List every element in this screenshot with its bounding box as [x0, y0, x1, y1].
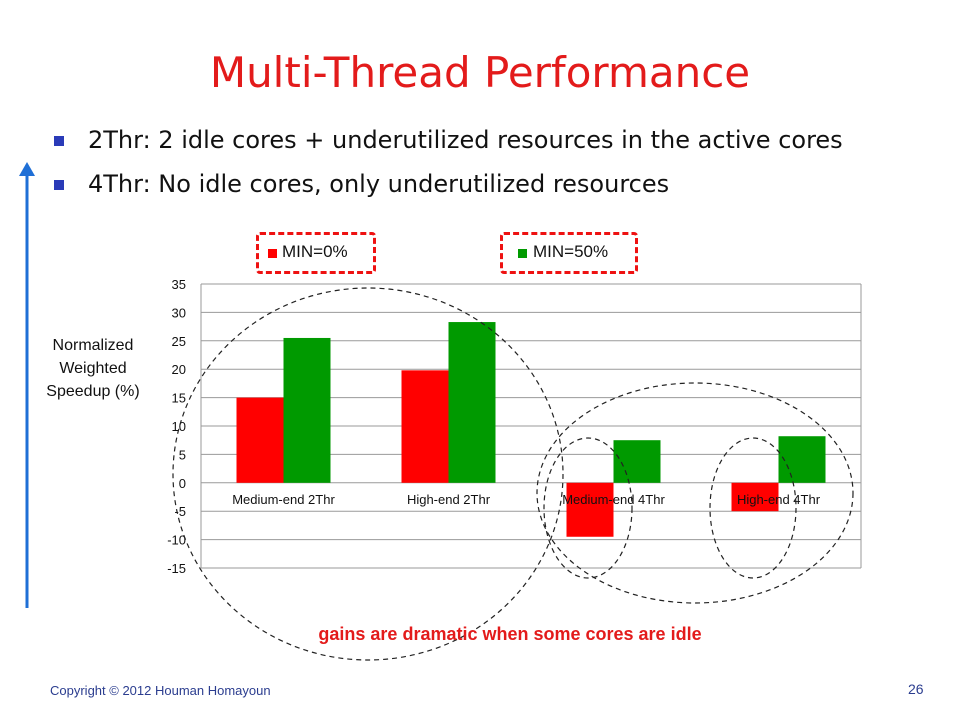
bar	[613, 440, 661, 483]
annotation-text: gains are dramatic when some cores are i…	[318, 624, 702, 644]
y-tick-label: 25	[172, 334, 186, 349]
x-tick-label: Medium-end 4Thr	[562, 492, 665, 507]
bar	[283, 337, 331, 483]
y-tick-label: -15	[167, 561, 186, 576]
y-tick-label: 0	[179, 476, 186, 491]
x-tick-label: High-end 2Thr	[407, 492, 491, 507]
y-tick-label: -10	[167, 533, 186, 548]
slide-title: Multi-Thread Performance	[209, 48, 751, 97]
y-axis-label-line: Speedup (%)	[46, 383, 140, 400]
highlight-ellipse-4thr	[536, 382, 854, 604]
y-tick-label: -5	[174, 504, 186, 519]
bullet-item: 2Thr: 2 idle cores + underutilized resou…	[50, 122, 843, 166]
y-tick-label: 15	[172, 391, 186, 406]
bullet-text: 4Thr: No idle cores, only underutilized …	[88, 170, 670, 198]
highlight-ellipses	[172, 287, 854, 661]
bar	[731, 482, 779, 512]
y-tick-label: 35	[172, 277, 186, 292]
legend-item-min50: MIN=50%	[500, 232, 638, 274]
legend-label: MIN=0%	[282, 242, 348, 261]
tick-labels: 35 30 25 20 15 10 5 0 -5 -10 -15 Medium-end 2Thr Hig…	[167, 277, 821, 576]
x-tick-label: High-end 4Thr	[737, 492, 821, 507]
highlight-circle-medium-4thr	[543, 437, 633, 579]
y-tick-label: 5	[179, 447, 186, 462]
legend-swatch-red	[268, 249, 277, 258]
legend-label: MIN=50%	[533, 242, 609, 261]
square-bullet-icon	[54, 180, 64, 190]
y-tick-label: 20	[172, 362, 186, 377]
bar	[448, 322, 496, 483]
page-number: 26	[908, 681, 924, 697]
highlight-ellipse-2thr	[172, 287, 564, 661]
y-tick-label: 10	[172, 419, 186, 434]
bar	[778, 436, 826, 483]
square-bullet-icon	[54, 136, 64, 146]
x-tick-label: Medium-end 2Thr	[232, 492, 335, 507]
up-arrow-icon	[19, 162, 35, 608]
bar	[401, 370, 449, 483]
y-axis-label-line: Weighted	[59, 360, 127, 377]
bar	[566, 482, 614, 537]
bullet-text: 2Thr: 2 idle cores + underutilized resou…	[88, 126, 843, 154]
legend-item-min0: MIN=0%	[256, 232, 376, 274]
highlight-circle-high-4thr	[709, 437, 797, 579]
legend-dashed-frame	[256, 232, 376, 274]
y-tick-label: 30	[172, 305, 186, 320]
y-axis-label-line: Normalized	[52, 337, 134, 354]
bullet-list: 2Thr: 2 idle cores + underutilized resou…	[50, 122, 843, 210]
bullet-item: 4Thr: No idle cores, only underutilized …	[50, 166, 843, 210]
y-axis-label: Normalized Weighted Speedup (%)	[28, 334, 158, 403]
legend-dashed-frame	[500, 232, 638, 274]
bars	[236, 322, 826, 537]
legend-swatch-green	[518, 249, 527, 258]
copyright-text: Copyright © 2012 Houman Homayoun	[50, 683, 271, 698]
bar	[236, 397, 284, 483]
